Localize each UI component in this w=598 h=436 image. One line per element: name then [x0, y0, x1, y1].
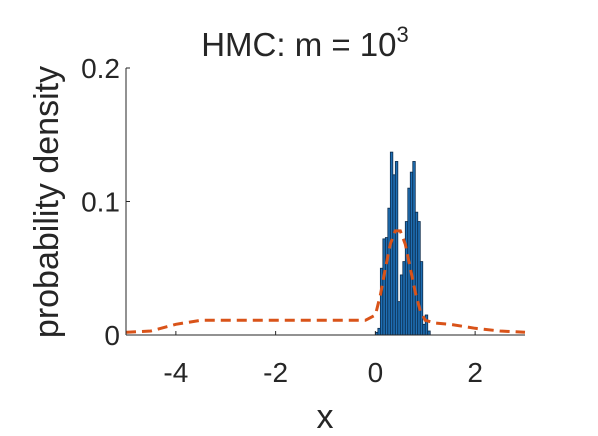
- x-tick-label: -2: [263, 357, 288, 388]
- y-axis-label: probability density: [28, 66, 66, 338]
- histogram-bars: [374, 151, 431, 336]
- chart-title: HMC: m = 103: [201, 22, 409, 63]
- x-axis-label: x: [317, 398, 334, 436]
- chart-title-exponent: 3: [397, 22, 409, 47]
- y-tick-label: 0: [104, 320, 120, 351]
- histogram-bar: [427, 330, 431, 336]
- y-tick-label: 0.1: [81, 187, 120, 218]
- density-curve: [125, 229, 526, 334]
- tick-labels: -4 -2 0 2 0 0.1 0.2: [81, 53, 483, 388]
- chart-title-text: HMC: m = 10: [201, 26, 396, 63]
- x-tick-label: -4: [163, 357, 188, 388]
- axes: [125, 67, 525, 336]
- x-tick-label: 2: [467, 357, 483, 388]
- x-tick-label: 0: [368, 357, 384, 388]
- y-tick-label: 0.2: [81, 53, 120, 84]
